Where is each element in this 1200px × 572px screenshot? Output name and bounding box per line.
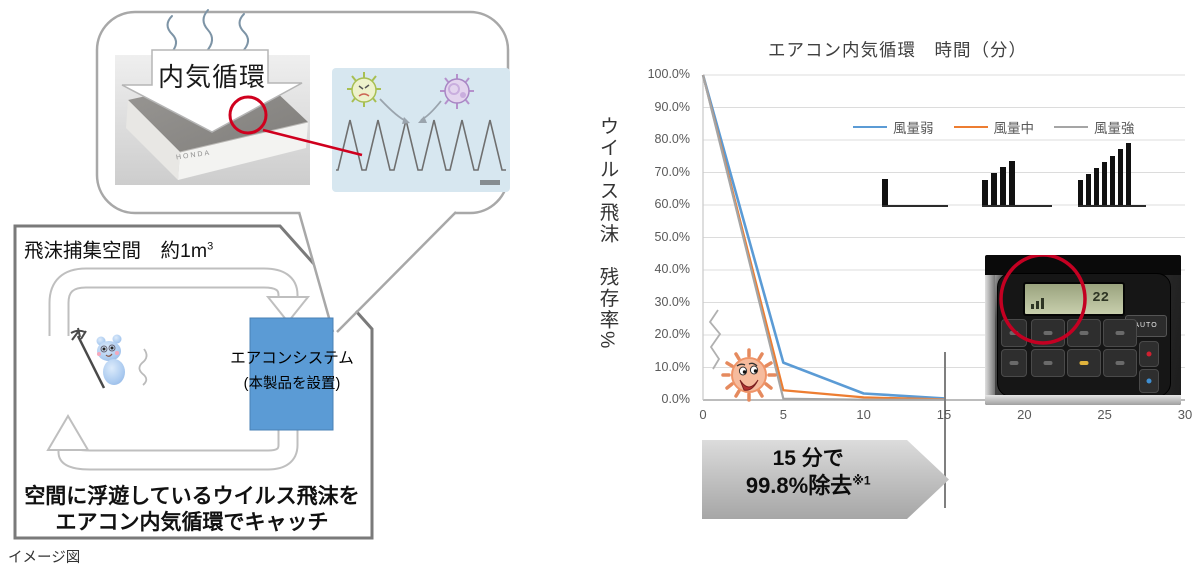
fiber-illustration — [332, 68, 510, 192]
y-tick-label: 60.0% — [654, 197, 690, 211]
dashboard-top-trim — [985, 255, 1181, 275]
banner-footnote-marker: ※1 — [852, 473, 871, 488]
ac-system-label: エアコンシステム — [230, 350, 354, 367]
fan-bar — [1009, 161, 1015, 205]
panel-left-trim — [985, 275, 995, 395]
y-tick-label: 20.0% — [654, 327, 690, 341]
green-virus-icon — [347, 72, 381, 107]
y-tick-label: 10.0% — [654, 359, 690, 374]
diagram-caption-line2: エアコン内気循環でキャッチ — [55, 511, 329, 534]
fan-bar — [1000, 167, 1006, 205]
y-tick-label: 40.0% — [654, 262, 690, 276]
capture-arrows — [379, 98, 442, 124]
y-tick-label: 0.0% — [661, 392, 691, 406]
legend-item-2: 風量強 — [1054, 117, 1135, 137]
fan-speed-low-icon — [882, 179, 948, 207]
legend-label: 風量中 — [993, 121, 1035, 136]
purple-virus-icon — [440, 74, 474, 109]
inner-air-circulation-label: 内気循環 — [157, 62, 266, 92]
y-tick-label: 50.0% — [654, 229, 690, 244]
x-tick-label: 10 — [856, 407, 871, 422]
x-tick-label: 0 — [699, 407, 707, 422]
red-connector-line — [262, 128, 363, 157]
banner-line1: 15 分で — [772, 447, 844, 470]
chart-series-lines — [701, 74, 945, 401]
x-tick-label: 25 — [1097, 407, 1112, 422]
recirculation-button — [1067, 319, 1101, 347]
squiggle-line — [708, 309, 722, 370]
virus-starburst-character — [721, 348, 777, 402]
x-tick-label: 20 — [1017, 407, 1032, 422]
panel-bottom-trim — [985, 395, 1181, 405]
ac-system-box — [249, 317, 334, 431]
ac-button — [1031, 349, 1065, 377]
fine-print-text — [480, 180, 500, 185]
diagram-caption-line1: 空間に浮遊しているウイルス飛沫を — [24, 485, 360, 508]
legend-line-sample — [853, 125, 887, 129]
car-ac-panel-photo: 22 AUTO — [985, 255, 1181, 405]
mode-button — [1103, 319, 1137, 347]
fan-bar — [1118, 149, 1123, 205]
fan-speed-high-icon — [1078, 143, 1146, 207]
fan-bar — [1086, 174, 1091, 205]
y-tick-label: 70.0% — [654, 164, 690, 179]
fan-bar — [882, 179, 888, 205]
y-tick-label: 90.0% — [654, 99, 690, 114]
fan-bar — [1110, 156, 1115, 205]
room-title-text: 飛沫捕集空間 約1m — [24, 240, 208, 262]
fan-bar — [982, 180, 988, 205]
fan-bar — [1078, 180, 1083, 205]
fan-speed-mid-icon — [982, 161, 1052, 207]
room-title-sup: 3 — [207, 240, 214, 253]
y-tick-label: 100.0% — [647, 67, 690, 81]
banner-line2: 99.8%除去※1 — [745, 473, 871, 499]
removal-banner-text: 15 分で 99.8%除去※1 — [702, 446, 914, 500]
ac-lcd-display: 22 — [1023, 282, 1125, 316]
fan-bar — [1094, 168, 1099, 205]
lcd-temperature-value: 22 — [1092, 290, 1109, 306]
x-tick-label: 15 — [936, 407, 952, 422]
virus-bear-character — [70, 327, 148, 389]
fan-bar — [1102, 162, 1107, 205]
circulation-arrow-top — [48, 267, 311, 336]
fan-bar — [991, 173, 997, 205]
temp-down-button — [1001, 349, 1027, 377]
removal-banner-arrow: 15 分で 99.8%除去※1 — [702, 440, 949, 519]
legend-line-sample — [1054, 125, 1088, 129]
red-highlight-circle — [999, 255, 1087, 345]
chart-legend: 風量弱 風量中 風量強 — [853, 117, 1135, 137]
rear-defrost-button — [1139, 341, 1159, 367]
image-note: イメージ図 — [8, 550, 81, 566]
y-axis-label: ウイルス飛沫 残存率% — [596, 116, 618, 351]
legend-item-0: 風量弱 — [853, 117, 934, 137]
ac-system-sublabel: (本製品を設置) — [243, 376, 341, 392]
legend-line-sample — [953, 125, 988, 129]
vent-button — [1103, 349, 1137, 377]
y-tick-label: 30.0% — [654, 294, 690, 309]
x-tick-label: 5 — [779, 407, 787, 422]
red-zoom-circle — [228, 95, 268, 135]
series-line-2 — [701, 74, 944, 401]
front-defrost-button — [1139, 369, 1159, 393]
x-tick-label: 30 — [1177, 407, 1193, 422]
legend-label: 風量弱 — [893, 121, 934, 136]
y-tick-label: 80.0% — [654, 132, 690, 146]
room-title: 飛沫捕集空間 約1m3 — [24, 234, 213, 263]
steam-lines — [166, 9, 249, 55]
lcd-fan-bars-icon — [1031, 298, 1044, 309]
legend-label: 風量強 — [1094, 121, 1135, 136]
legend-item-1: 風量中 — [953, 117, 1035, 137]
chart-title: エアコン内気循環 時間（分） — [768, 40, 1027, 60]
inner-air-arrow-down — [121, 49, 303, 133]
fan-bar — [1126, 143, 1131, 205]
defrost-button — [1067, 349, 1101, 377]
series-line-0 — [701, 74, 945, 400]
circulation-arrow-bottom — [46, 414, 299, 471]
